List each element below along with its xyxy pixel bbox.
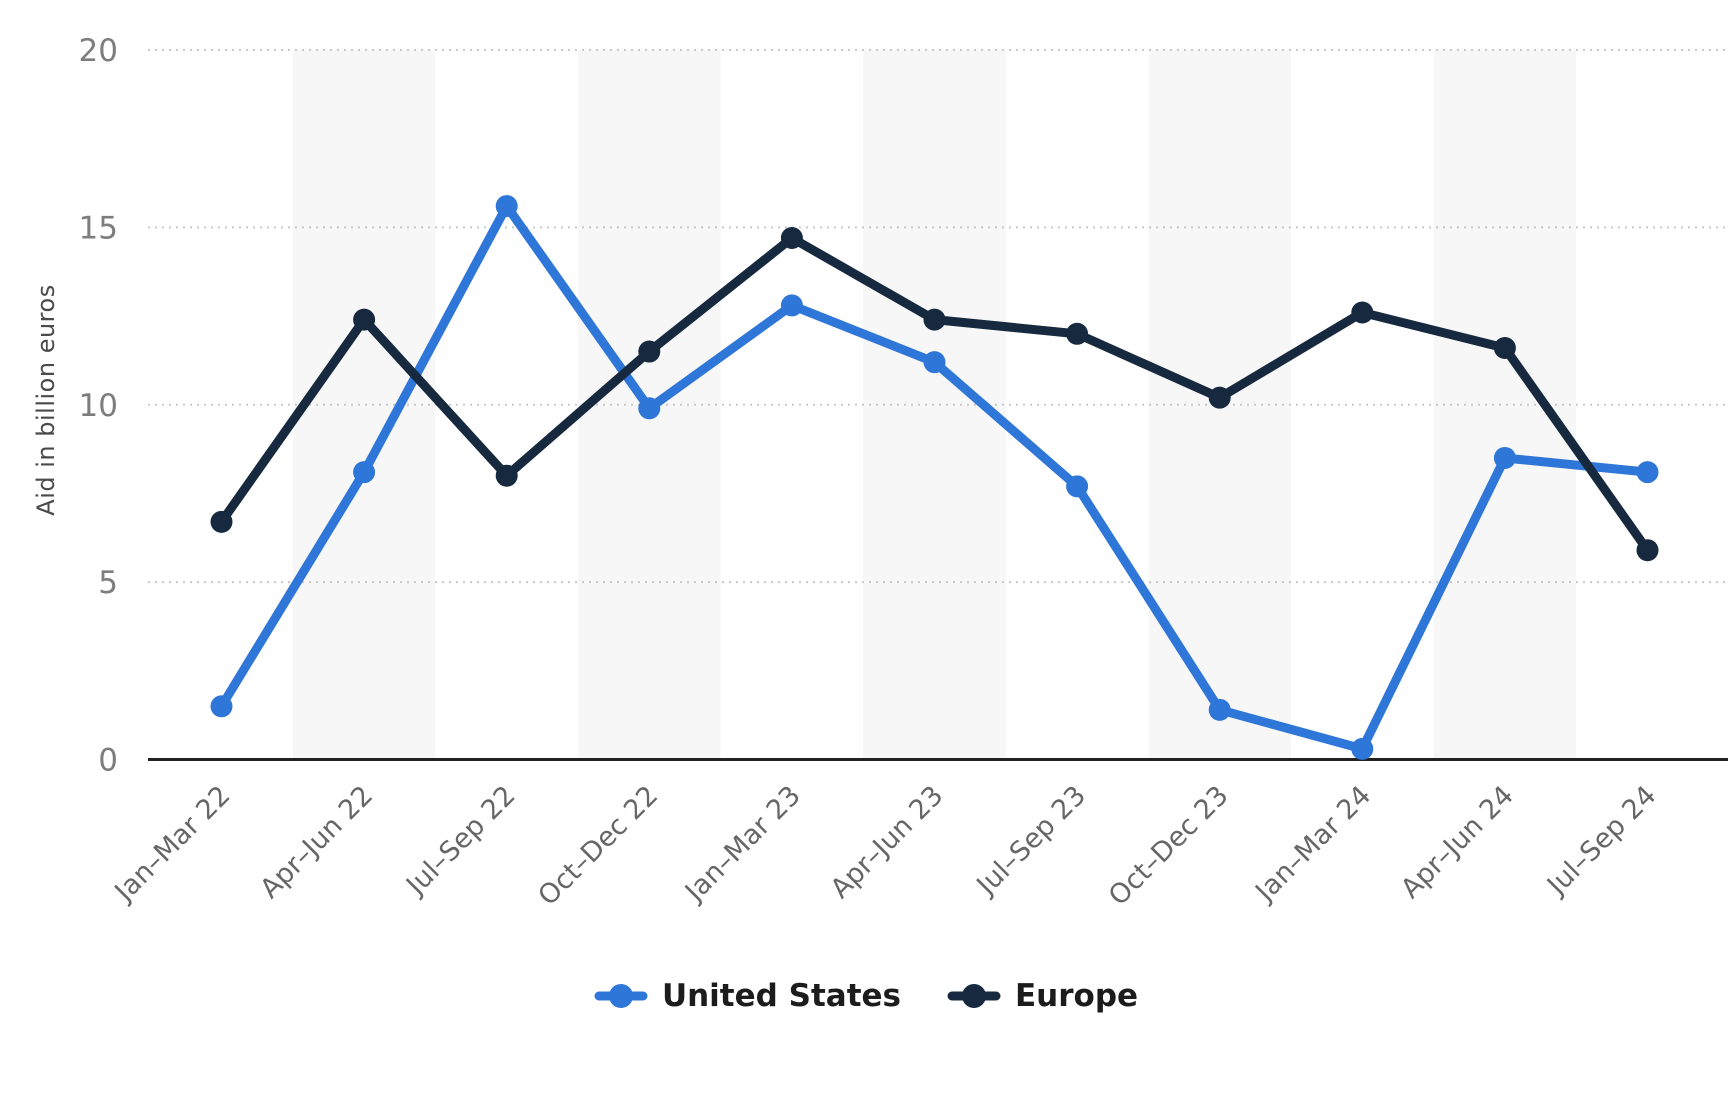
data-point-europe-3[interactable] [638,340,661,363]
legend-label-europe: Europe [1015,978,1139,1014]
x-tick-label-2: Jul–Sep 22 [399,780,521,902]
x-tick-label-5: Apr–Jun 23 [825,780,950,905]
data-point-united-states-2[interactable] [495,195,518,218]
data-point-europe-2[interactable] [495,464,518,487]
data-point-europe-9[interactable] [1493,336,1516,359]
data-point-united-states-4[interactable] [780,294,803,317]
legend-label-united-states: United States [661,978,901,1014]
x-tick-label-6: Jul–Sep 23 [970,780,1092,902]
x-tick-label-10: Jul–Sep 24 [1540,780,1662,902]
y-axis-title: Aid in billion euros [32,284,60,516]
data-point-united-states-9[interactable] [1493,446,1516,469]
data-point-europe-5[interactable] [923,308,946,331]
x-tick-label-8: Jan–Mar 24 [1249,780,1378,909]
x-tick-label-0: Jan–Mar 22 [108,780,237,909]
legend-item-europe[interactable]: Europe [947,978,1138,1014]
x-tick-label-9: Apr–Jun 24 [1395,780,1520,905]
x-tick-label-3: Oct–Dec 22 [532,780,664,912]
data-point-europe-7[interactable] [1208,386,1231,409]
data-point-united-states-6[interactable] [1066,475,1089,498]
europe-line-marker-icon [947,984,1001,1008]
legend-item-united-states[interactable]: United States [594,978,901,1014]
y-tick-label-5: 5 [98,565,118,601]
y-tick-label-20: 20 [79,33,118,69]
y-tick-label-0: 0 [98,743,118,779]
legend: United States Europe [0,978,1732,1014]
data-point-europe-1[interactable] [353,308,376,331]
x-tick-label-7: Oct–Dec 23 [1103,780,1235,912]
data-point-united-states-10[interactable] [1636,461,1659,484]
data-point-united-states-5[interactable] [923,351,946,374]
united-states-line-marker-icon [594,984,648,1008]
data-point-europe-4[interactable] [780,227,803,250]
x-tick-label-4: Jan–Mar 23 [678,780,807,909]
data-point-united-states-1[interactable] [353,461,376,484]
data-point-united-states-0[interactable] [210,695,233,718]
data-point-united-states-8[interactable] [1351,737,1374,760]
data-point-united-states-7[interactable] [1208,698,1231,721]
data-point-europe-0[interactable] [210,510,233,533]
x-tick-label-1: Apr–Jun 22 [254,780,379,905]
y-tick-label-10: 10 [79,388,118,424]
y-tick-label-15: 15 [79,210,118,246]
data-point-europe-10[interactable] [1636,539,1659,562]
data-point-europe-8[interactable] [1351,301,1374,324]
data-point-europe-6[interactable] [1066,322,1089,345]
data-point-united-states-3[interactable] [638,397,661,420]
quarter-band-9 [1433,50,1577,760]
